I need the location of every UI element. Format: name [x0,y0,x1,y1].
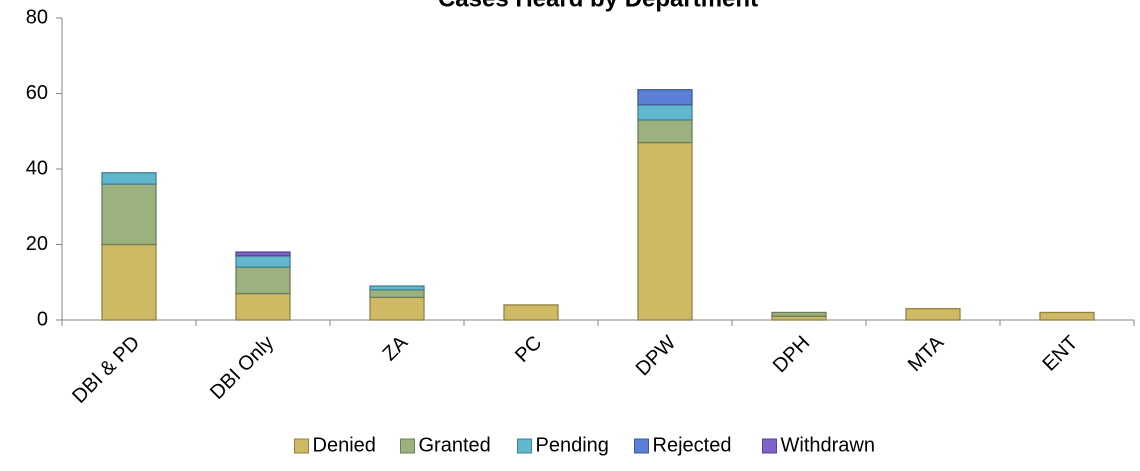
bar-segment [1039,311,1095,321]
x-tick-label-group: DBI & PD [68,332,144,408]
x-tick-label-group: DPH [769,332,814,377]
legend-label: Pending [536,434,609,456]
bar-segment [771,311,827,317]
bar-segment [235,266,291,295]
legend-swatch [517,438,532,454]
legend-label: Granted [419,434,491,456]
chart-title: Cases Heard by Department [438,0,758,12]
legend-label: Withdrawn [781,434,875,456]
x-tick-label: DBI & PD [68,332,144,408]
legend-swatch [400,438,415,454]
x-tick-label: DBI Only [206,332,278,404]
x-tick-label-group: ZA [379,331,413,365]
x-tick-label-group: PC [511,332,546,367]
bar-segment [637,119,693,144]
bar-segment [235,251,291,257]
y-tick-label: 60 [26,82,48,104]
legend-label: Rejected [653,434,732,456]
x-tick-label: PC [511,332,546,367]
bar-segment [101,172,157,185]
legend-swatch [762,438,777,454]
legend-swatch [634,438,649,454]
x-tick-label-group: DPW [632,332,681,381]
x-tick-label: ZA [379,331,413,365]
bar-segment [637,89,693,106]
y-tick-label: 40 [26,157,48,179]
bar-segment [369,289,425,298]
x-tick-label: DPW [632,332,681,381]
bar-segment [637,141,693,321]
y-tick-label: 20 [26,233,48,255]
bar-segment [369,296,425,321]
y-tick-label: 80 [26,6,48,28]
bar-segment [235,255,291,268]
bar-segment [101,243,157,321]
bar-segment [503,304,559,321]
x-tick-label: ENT [1038,332,1082,376]
x-tick-label-group: MTA [904,331,949,376]
x-tick-label-group: ENT [1038,332,1082,376]
x-tick-label: DPH [769,332,814,377]
bar-segment [101,183,157,246]
x-tick-label-group: DBI Only [206,332,278,404]
bar-segment [905,308,961,321]
bar-segment [369,285,425,291]
bar-segment [235,292,291,321]
bar-segment [637,104,693,121]
x-tick-label: MTA [904,331,949,376]
legend-label: Denied [313,434,376,456]
y-tick-label: 0 [37,308,48,330]
legend-swatch [294,438,309,454]
